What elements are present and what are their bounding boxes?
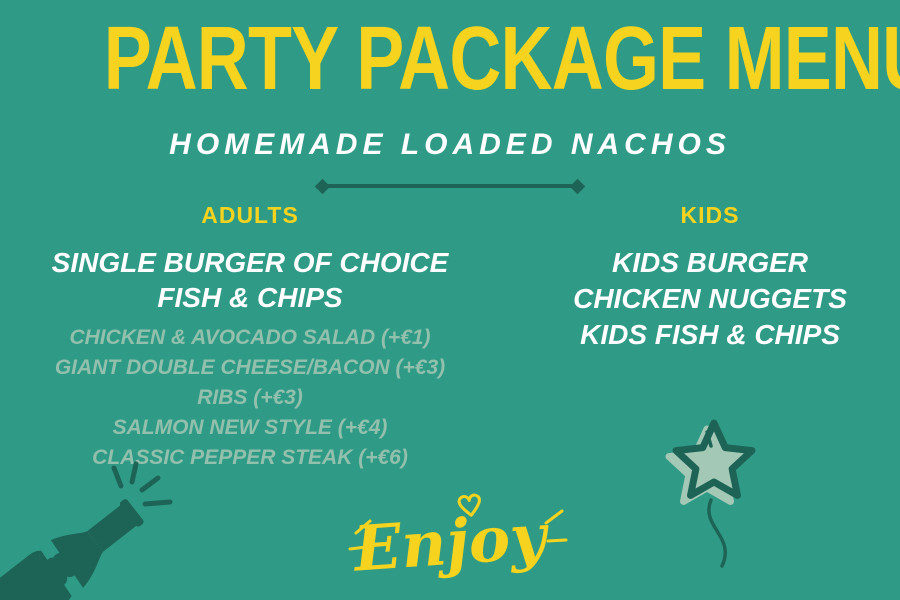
kids-header: KIDS — [680, 202, 740, 228]
divider-line — [328, 184, 572, 188]
adults-included-list: SINGLE BURGER OF CHOICE FISH & CHIPS — [10, 245, 490, 315]
menu-item: KIDS FISH & CHIPS — [580, 319, 840, 350]
enjoy-block: Enjoy — [330, 493, 570, 598]
diamond-left-icon — [314, 178, 331, 194]
menu-item: KIDS BURGER — [611, 247, 808, 278]
menu-item: SALMON NEW STYLE (+€4) — [112, 416, 388, 439]
subtitle: HOMEMADE LOADED NACHOS — [169, 128, 731, 161]
champagne-bottle-icon — [0, 461, 173, 600]
sparkle-lines-icon — [544, 509, 568, 543]
adults-header: ADULTS — [201, 202, 299, 228]
enjoy-script: Enjoy — [351, 499, 549, 586]
star-balloon-icon — [665, 419, 756, 568]
menu-item: CLASSIC PEPPER STEAK (+€6) — [92, 446, 408, 469]
page-title: PARTY PACKAGE MENU — [0, 14, 900, 104]
heart-icon — [457, 493, 481, 517]
adults-upgrades-list: CHICKEN & AVOCADO SALAD (+€1) GIANT DOUB… — [10, 323, 490, 473]
kids-column: KIDS KIDS BURGER CHICKEN NUGGETS KIDS FI… — [545, 202, 875, 353]
kids-items-list: KIDS BURGER CHICKEN NUGGETS KIDS FISH & … — [545, 245, 875, 353]
menu-item: CHICKEN & AVOCADO SALAD (+€1) — [69, 326, 431, 349]
menu-item: GIANT DOUBLE CHEESE/BACON (+€3) — [54, 356, 446, 379]
menu-item: RIBS (+€3) — [197, 386, 303, 409]
menu-item: SINGLE BURGER OF CHOICE — [51, 247, 449, 278]
menu-item: CHICKEN NUGGETS — [573, 283, 847, 314]
adults-column: ADULTS SINGLE BURGER OF CHOICE FISH & CH… — [10, 202, 490, 473]
diamond-right-icon — [569, 178, 586, 194]
diamond-divider — [314, 178, 586, 194]
sparkle-lines-icon — [348, 519, 372, 551]
menu-item: FISH & CHIPS — [157, 282, 343, 313]
page-title-text: PARTY PACKAGE MENU — [103, 9, 900, 109]
